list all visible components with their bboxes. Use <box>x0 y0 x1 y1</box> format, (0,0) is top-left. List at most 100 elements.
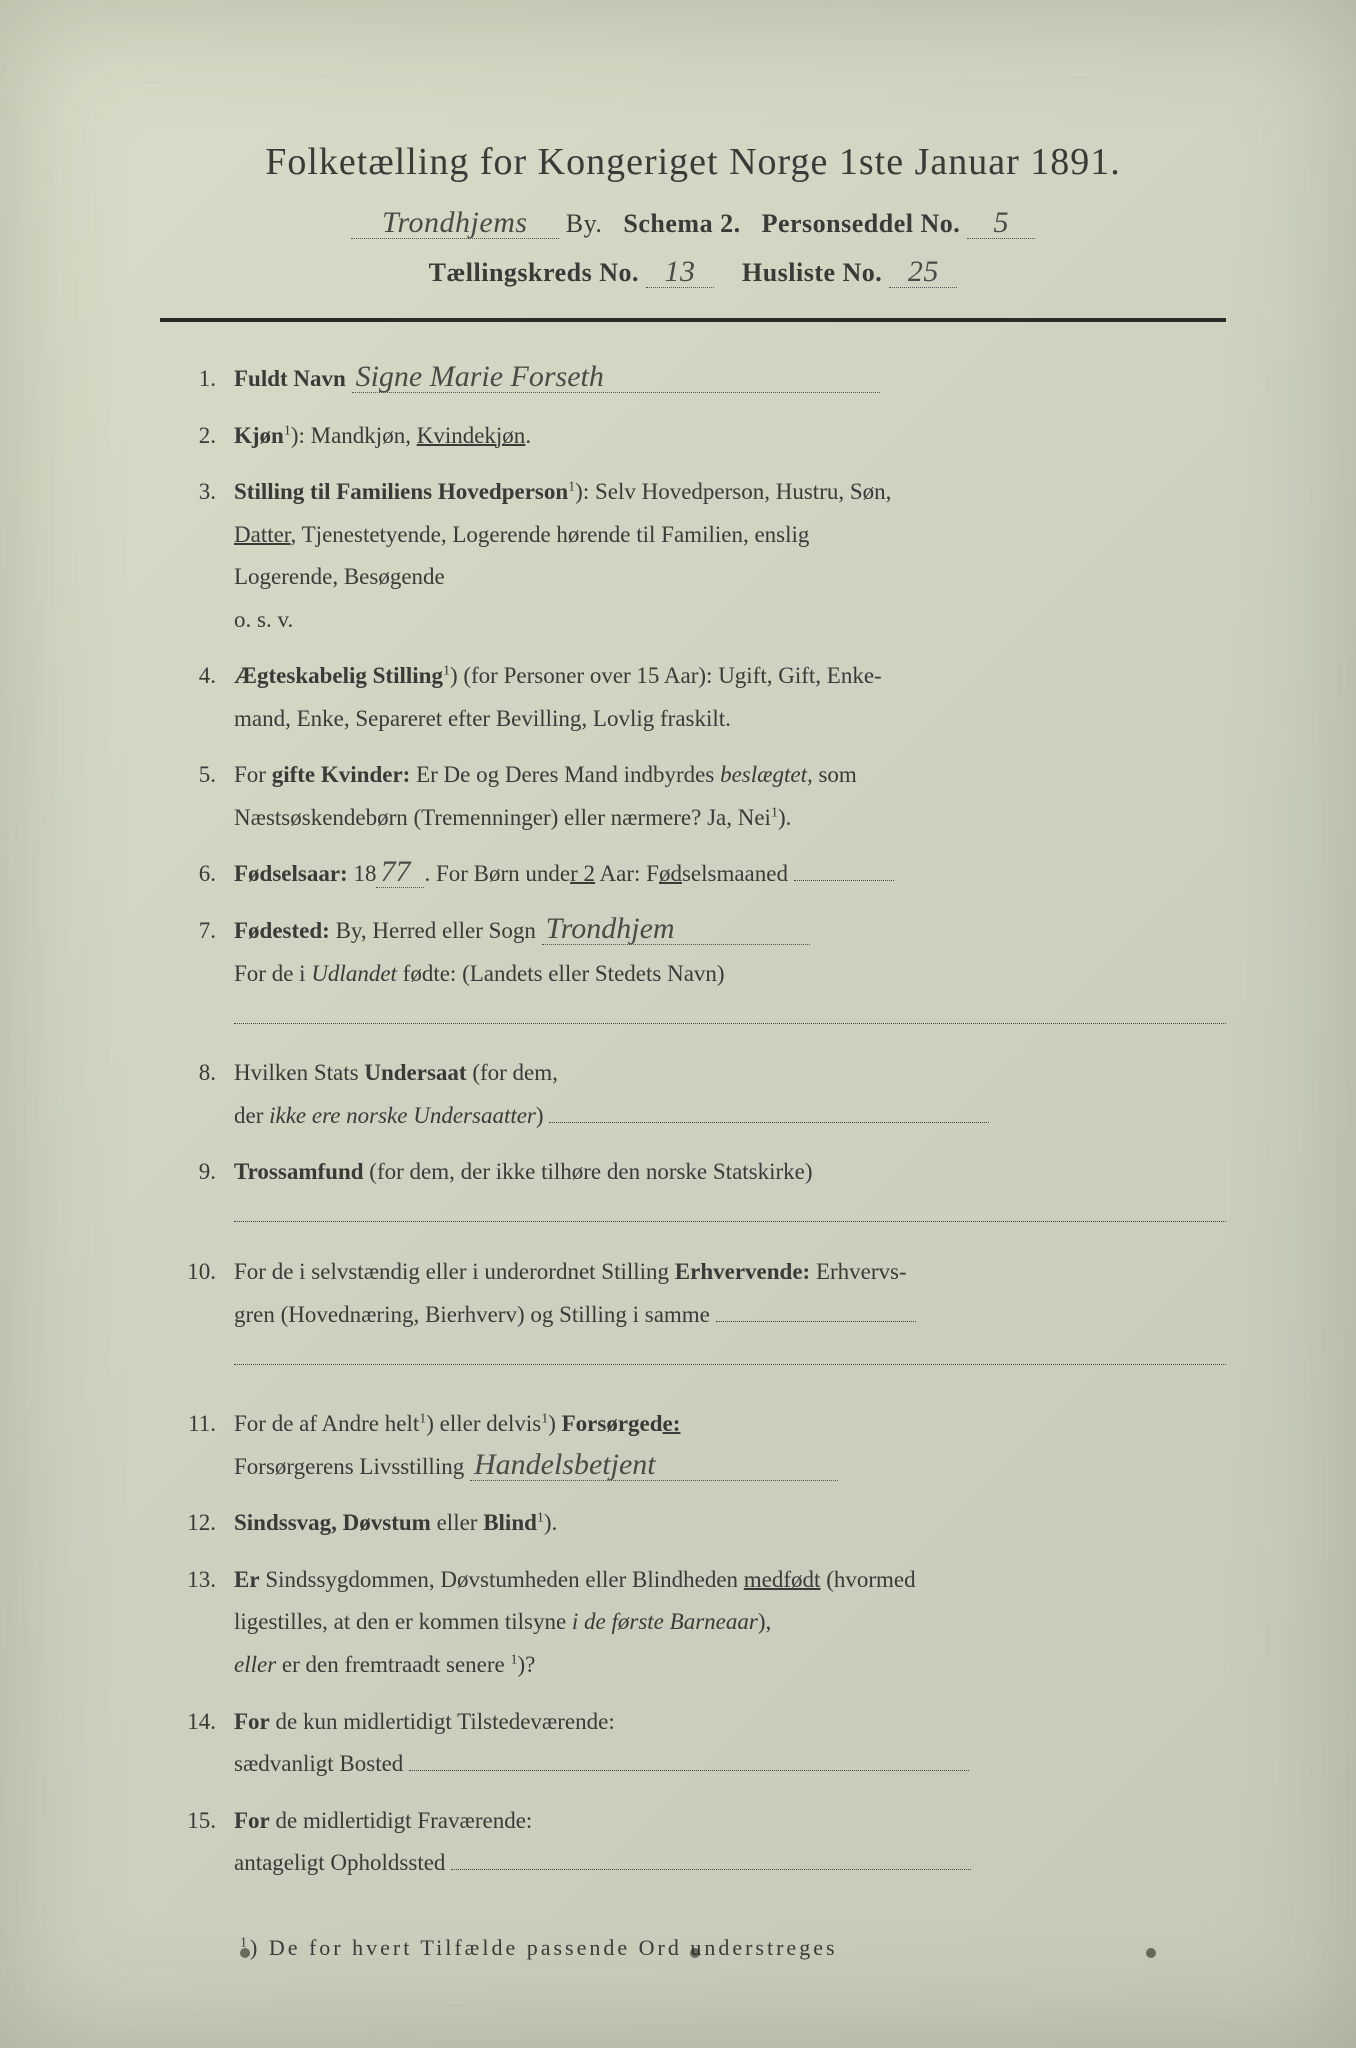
field-label: Ægteskabelig Stilling <box>234 663 443 688</box>
personseddel-label: Personseddel No. <box>762 209 961 238</box>
item-13: 13. Er Sindssygdommen, Døvstumheden elle… <box>160 1559 1226 1687</box>
field-label: Sindssvag, Døvstum <box>234 1510 431 1535</box>
text: ), <box>758 1609 771 1634</box>
item-num: 6. <box>160 853 234 896</box>
item-body: For de midlertidigt Fraværende: antageli… <box>234 1800 1226 1885</box>
item-num: 9. <box>160 1151 234 1237</box>
text: eller <box>234 1652 276 1677</box>
text: (hvormed <box>820 1567 915 1592</box>
text: ): Selv Hovedperson, Hustru, Søn, <box>575 479 891 504</box>
footnote-text: ) De for hvert Tilfælde passende Ord und… <box>250 1935 838 1960</box>
text: For de af Andre helt <box>234 1411 419 1436</box>
field-label: Blind <box>483 1510 537 1535</box>
blank-line <box>234 1336 1226 1365</box>
text: ) <box>548 1411 561 1436</box>
text: selsmaaned <box>682 861 788 886</box>
item-num: 12. <box>160 1502 234 1545</box>
text: antageligt Opholdssted <box>234 1850 445 1875</box>
item-body: Fuldt Navn Signe Marie Forseth <box>234 358 1226 401</box>
item-num: 11. <box>160 1403 234 1488</box>
text: ød <box>659 861 682 886</box>
husliste-label: Husliste No. <box>742 258 882 287</box>
item-7: 7. Fødested: By, Herred eller Sogn Trond… <box>160 910 1226 1038</box>
text: de midlertidigt Fraværende: <box>270 1808 533 1833</box>
item-body: For gifte Kvinder: Er De og Deres Mand i… <box>234 754 1226 839</box>
text: der <box>234 1103 269 1128</box>
text: er den fremtraadt senere <box>276 1652 510 1677</box>
item-body: For de kun midlertidigt Tilstedeværende:… <box>234 1701 1226 1786</box>
field-label: Fuldt Navn <box>234 366 346 391</box>
item-1: 1. Fuldt Navn Signe Marie Forseth <box>160 358 1226 401</box>
blank-line <box>549 1099 989 1123</box>
sup: 1 <box>771 805 778 820</box>
text: 18 <box>353 861 376 886</box>
item-6: 6. Fødselsaar: 1877. For Børn under 2 Aa… <box>160 853 1226 896</box>
text: For <box>234 762 272 787</box>
item-num: 8. <box>160 1052 234 1137</box>
item-4: 4. Ægteskabelig Stilling1) (for Personer… <box>160 655 1226 740</box>
field-label: Fødested: <box>234 918 330 943</box>
text: By, Herred eller Sogn <box>330 918 536 943</box>
field-label: Undersaat <box>364 1060 466 1085</box>
sup: 1 <box>284 423 291 438</box>
text: ). <box>544 1510 557 1535</box>
item-num: 5. <box>160 754 234 839</box>
text: Aar: F <box>595 861 659 886</box>
item-num: 1. <box>160 358 234 401</box>
text: , Tjenestetyende, Logerende hørende til … <box>291 522 810 547</box>
text: . For Børn unde <box>424 861 570 886</box>
item-12: 12. Sindssvag, Døvstum eller Blind1). <box>160 1502 1226 1545</box>
text: de kun midlertidigt Tilstedeværende: <box>270 1709 615 1734</box>
form-title: Folketælling for Kongeriget Norge 1ste J… <box>160 140 1226 184</box>
text: gren (Hovednæring, Bierhverv) og Stillin… <box>234 1302 710 1327</box>
item-body: Ægteskabelig Stilling1) (for Personer ov… <box>234 655 1226 740</box>
item-num: 4. <box>160 655 234 740</box>
birthplace-handwritten: Trondhjem <box>542 914 810 945</box>
sup: 1 <box>443 664 450 679</box>
item-num: 7. <box>160 910 234 1038</box>
paper-stain <box>1146 1948 1156 1958</box>
text: o. s. v. <box>234 607 293 632</box>
paper-stain <box>240 1948 250 1958</box>
text: Sindssygdommen, Døvstumheden eller Blind… <box>260 1567 744 1592</box>
text: (for dem, der ikke tilhøre den norske St… <box>364 1159 813 1184</box>
item-body: For de af Andre helt1) eller delvis1) Fo… <box>234 1403 1226 1488</box>
text: (for dem, <box>467 1060 558 1085</box>
sup: 1 <box>511 1652 518 1667</box>
year-handwritten: 77 <box>376 857 424 888</box>
divider <box>160 318 1226 322</box>
item-15: 15. For de midlertidigt Fraværende: anta… <box>160 1800 1226 1885</box>
item-body: Trossamfund (for dem, der ikke tilhøre d… <box>234 1151 1226 1237</box>
text: ) <box>536 1103 544 1128</box>
item-14: 14. For de kun midlertidigt Tilstedevære… <box>160 1701 1226 1786</box>
text: Næstsøskendebørn (Tremenninger) eller næ… <box>234 805 771 830</box>
kreds-label: Tællingskreds No. <box>429 258 639 287</box>
item-3: 3. Stilling til Familiens Hovedperson1):… <box>160 471 1226 641</box>
form-header: Folketælling for Kongeriget Norge 1ste J… <box>160 140 1226 288</box>
item-body: Fødested: By, Herred eller Sogn Trondhje… <box>234 910 1226 1038</box>
form-items: 1. Fuldt Navn Signe Marie Forseth 2. Kjø… <box>160 358 1226 1885</box>
text: ). <box>778 805 791 830</box>
text: Udlandet <box>311 961 397 986</box>
item-body: Stilling til Familiens Hovedperson1): Se… <box>234 471 1226 641</box>
item-num: 15. <box>160 1800 234 1885</box>
item-body: For de i selvstændig eller i underordnet… <box>234 1251 1226 1379</box>
item-num: 2. <box>160 415 234 458</box>
item-9: 9. Trossamfund (for dem, der ikke tilhør… <box>160 1151 1226 1237</box>
text: ikke ere norske Undersaatter <box>269 1103 536 1128</box>
text: eller <box>431 1510 483 1535</box>
item-num: 3. <box>160 471 234 641</box>
kreds-line: Tællingskreds No. 13 Husliste No. 25 <box>160 257 1226 288</box>
field-label: Kjøn <box>234 423 284 448</box>
text: )? <box>518 1652 536 1677</box>
text: . <box>525 423 531 448</box>
item-5: 5. For gifte Kvinder: Er De og Deres Man… <box>160 754 1226 839</box>
field-label: Erhvervende: <box>675 1259 810 1284</box>
census-form-page: Folketælling for Kongeriget Norge 1ste J… <box>0 0 1356 2048</box>
text: e: <box>663 1411 681 1436</box>
blank-line <box>451 1846 971 1870</box>
blank-line <box>409 1747 969 1771</box>
item-body: Er Sindssygdommen, Døvstumheden eller Bl… <box>234 1559 1226 1687</box>
blank-line <box>234 1194 1226 1223</box>
field-label: Fødselsaar: <box>234 861 348 886</box>
